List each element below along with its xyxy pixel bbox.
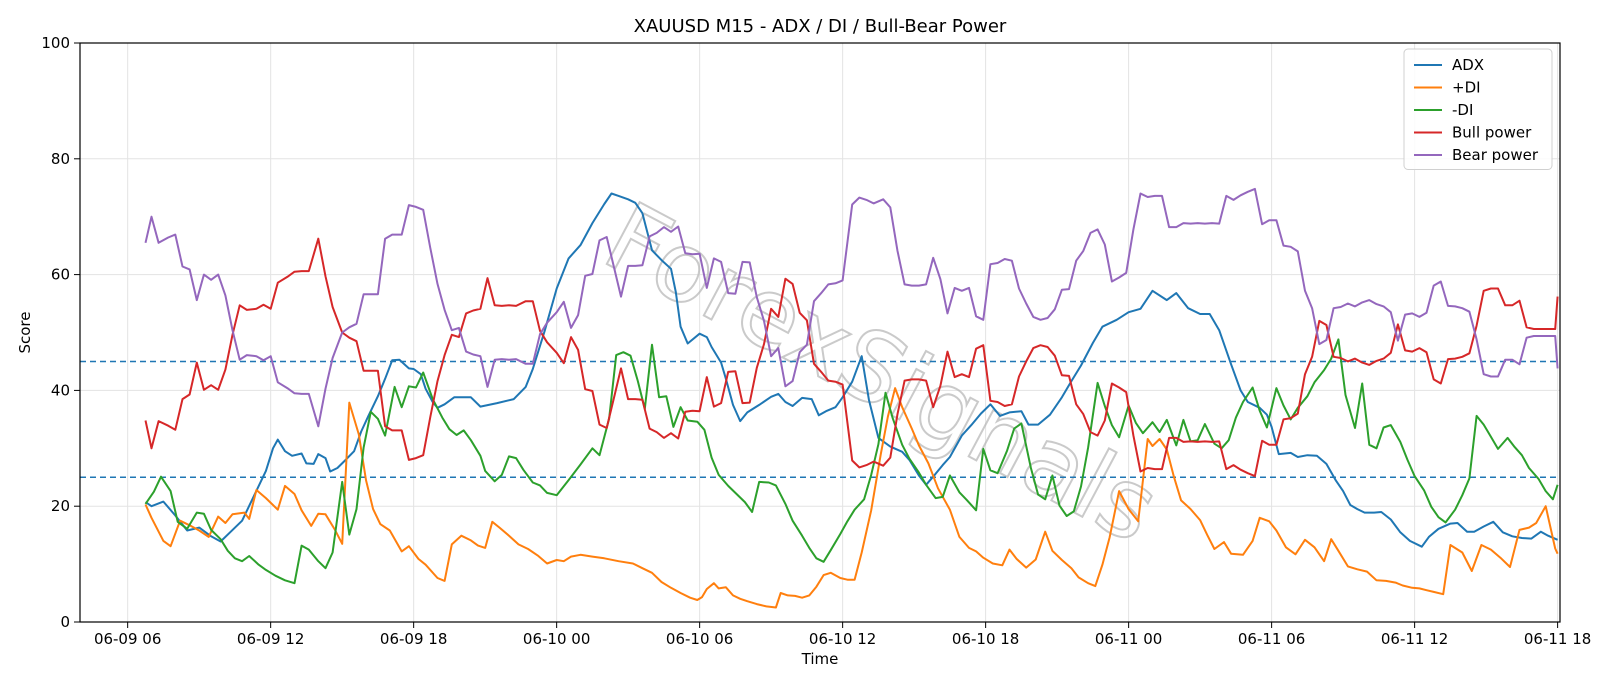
series-line-di (144, 338, 1559, 585)
y-axis-label: Score (16, 311, 34, 353)
x-tick-label: 06-11 06 (1238, 630, 1305, 648)
series-line-bear-power (144, 187, 1559, 428)
legend-label: Bear power (1452, 146, 1539, 164)
y-tick-label: 40 (51, 381, 70, 399)
x-tick-label: 06-11 12 (1381, 630, 1448, 648)
y-tick-label: 80 (51, 150, 70, 168)
x-tick-label: 06-09 06 (94, 630, 161, 648)
legend-label: -DI (1452, 101, 1473, 119)
series-line-bull-power (144, 237, 1559, 478)
legend-label: Bull power (1452, 124, 1532, 142)
chart-title: XAUUSD M15 - ADX / DI / Bull-Bear Power (634, 16, 1007, 37)
x-tick-label: 06-10 00 (523, 630, 590, 648)
x-tick-label: 06-10 06 (666, 630, 733, 648)
legend-box (1403, 48, 1553, 170)
legend-label: ADX (1452, 56, 1484, 74)
x-tick-label: 06-10 12 (809, 630, 876, 648)
y-tick-label: 0 (60, 613, 70, 631)
legend-label: +DI (1452, 79, 1481, 97)
x-tick-label: 06-11 18 (1524, 630, 1591, 648)
y-tick-label: 60 (51, 266, 70, 284)
x-tick-label: 06-11 00 (1095, 630, 1162, 648)
plot-frame (79, 42, 1561, 623)
legend: ADX +DI -DI Bull power Bear power (1403, 48, 1553, 170)
y-tick-label: 20 (51, 497, 70, 515)
y-tick-label: 100 (41, 34, 70, 52)
x-tick-label: 06-09 12 (237, 630, 304, 648)
x-tick-label: 06-10 18 (952, 630, 1019, 648)
x-tick-label: 06-09 18 (380, 630, 447, 648)
x-axis-label: Time (801, 650, 839, 668)
series-line-di (144, 387, 1559, 609)
